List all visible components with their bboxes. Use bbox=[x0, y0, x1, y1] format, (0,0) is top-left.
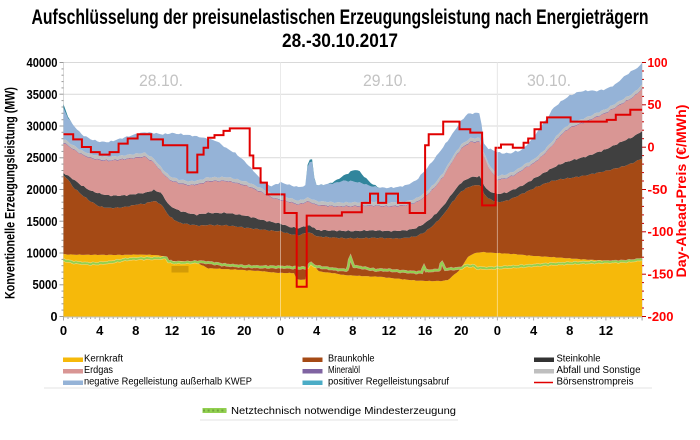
svg-text:20: 20 bbox=[237, 323, 251, 338]
svg-text:12: 12 bbox=[599, 323, 613, 338]
svg-text:-150: -150 bbox=[648, 268, 674, 282]
svg-text:Braunkohle: Braunkohle bbox=[328, 354, 375, 365]
svg-text:Day-Ahead-Preis (€/MWh): Day-Ahead-Preis (€/MWh) bbox=[673, 105, 689, 278]
svg-text:30.10.: 30.10. bbox=[527, 72, 571, 90]
svg-text:-50: -50 bbox=[648, 183, 668, 197]
svg-text:4: 4 bbox=[313, 323, 321, 338]
svg-text:16: 16 bbox=[418, 323, 432, 338]
svg-text:100: 100 bbox=[648, 56, 668, 70]
svg-text:28.-30.10.2017: 28.-30.10.2017 bbox=[282, 30, 398, 52]
svg-text:0: 0 bbox=[277, 323, 284, 338]
svg-text:12: 12 bbox=[382, 323, 396, 338]
svg-text:Netztechnisch notwendige Minde: Netztechnisch notwendige Mindesterzeugun… bbox=[231, 405, 456, 417]
svg-text:Steinkohle: Steinkohle bbox=[557, 354, 601, 365]
svg-text:20000: 20000 bbox=[27, 183, 58, 197]
svg-text:25000: 25000 bbox=[27, 151, 58, 165]
svg-text:8: 8 bbox=[349, 323, 356, 338]
svg-text:8: 8 bbox=[132, 323, 139, 338]
svg-text:Erdgas: Erdgas bbox=[84, 365, 113, 376]
svg-text:negative Regelleistung außerha: negative Regelleistung außerhalb KWEP bbox=[84, 377, 252, 388]
svg-text:Mineralöl: Mineralöl bbox=[328, 365, 360, 376]
svg-text:50: 50 bbox=[648, 98, 662, 112]
svg-text:5000: 5000 bbox=[33, 278, 58, 292]
svg-text:8: 8 bbox=[566, 323, 573, 338]
svg-text:Börsenstrompreis: Börsenstrompreis bbox=[557, 377, 634, 388]
svg-text:4: 4 bbox=[530, 323, 538, 338]
svg-text:0: 0 bbox=[494, 323, 501, 338]
svg-text:Kernkraft: Kernkraft bbox=[84, 354, 123, 365]
svg-text:40000: 40000 bbox=[27, 56, 58, 70]
svg-text:20: 20 bbox=[454, 323, 468, 338]
svg-text:29.10.: 29.10. bbox=[363, 72, 407, 90]
svg-text:12: 12 bbox=[165, 323, 179, 338]
svg-text:Konventionelle Erzeugungsleist: Konventionelle Erzeugungsleistung (MW) bbox=[2, 87, 18, 299]
svg-text:30000: 30000 bbox=[27, 120, 58, 134]
svg-text:16: 16 bbox=[201, 323, 215, 338]
svg-text:-100: -100 bbox=[648, 225, 674, 239]
svg-text:10000: 10000 bbox=[27, 247, 58, 261]
svg-text:positiver Regelleistungsabruf: positiver Regelleistungsabruf bbox=[328, 377, 449, 388]
svg-text:35000: 35000 bbox=[27, 88, 58, 102]
svg-text:Abfall und Sonstige: Abfall und Sonstige bbox=[557, 365, 641, 376]
svg-text:28.10.: 28.10. bbox=[139, 72, 183, 90]
svg-text:Aufschlüsselung der preisunela: Aufschlüsselung der preisunelastischen E… bbox=[32, 6, 649, 29]
svg-text:0: 0 bbox=[648, 141, 655, 155]
svg-text:15000: 15000 bbox=[27, 215, 58, 229]
svg-text:-200: -200 bbox=[648, 310, 674, 324]
svg-text:0: 0 bbox=[51, 310, 58, 324]
svg-text:0: 0 bbox=[60, 323, 67, 338]
svg-text:4: 4 bbox=[96, 323, 104, 338]
